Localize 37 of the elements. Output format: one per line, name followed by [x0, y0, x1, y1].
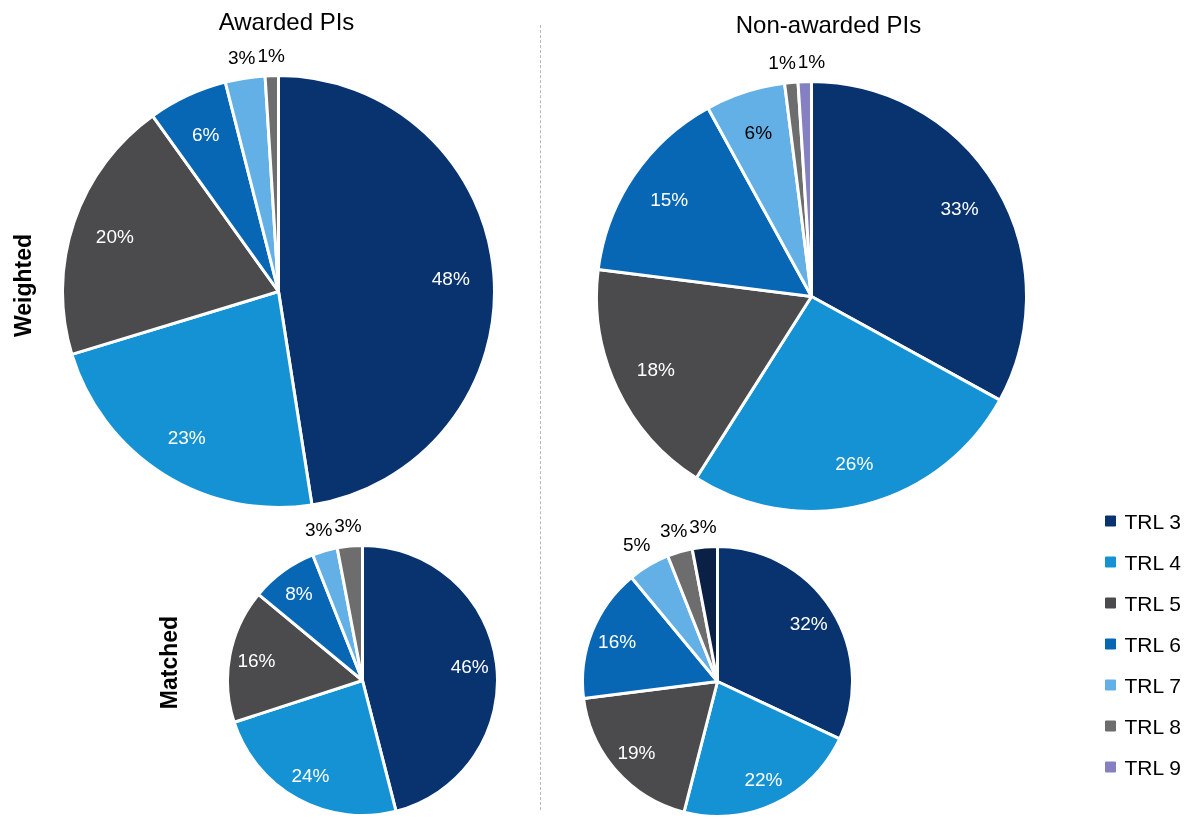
legend-label: TRL 5 — [1124, 591, 1181, 615]
data-label: 15% — [650, 189, 689, 211]
data-label: 48% — [431, 267, 470, 289]
data-label: 24% — [291, 764, 330, 786]
data-label: 23% — [167, 427, 206, 449]
data-label: 3% — [659, 520, 688, 542]
data-label: 1% — [797, 51, 826, 73]
data-label: 32% — [789, 613, 828, 635]
text: Matched — [155, 615, 182, 710]
data-label: 16% — [237, 649, 276, 671]
legend-label: TRL 4 — [1124, 550, 1182, 574]
chart-title: Awarded PIs — [218, 8, 355, 35]
data-label: 6% — [744, 122, 773, 144]
data-label: 22% — [744, 768, 783, 790]
data-label: 20% — [95, 225, 134, 247]
data-label: 3% — [334, 515, 362, 537]
text: Weighted — [9, 233, 36, 338]
data-label: 3% — [304, 519, 333, 541]
legend-label: TRL 3 — [1124, 509, 1181, 533]
legend-label: TRL 6 — [1124, 632, 1181, 656]
data-label: 33% — [940, 198, 979, 220]
data-label: 3% — [689, 516, 717, 538]
data-label: 18% — [636, 359, 675, 381]
data-label: 5% — [623, 534, 651, 556]
data-label: 26% — [835, 452, 874, 474]
data-label: 1% — [768, 51, 796, 73]
legend-label: TRL 8 — [1124, 714, 1181, 738]
data-label: 19% — [617, 742, 656, 764]
data-label: 16% — [598, 631, 637, 653]
data-label: 6% — [191, 124, 220, 146]
data-label: 1% — [257, 45, 285, 67]
data-label: 46% — [450, 656, 489, 678]
data-label: 8% — [285, 582, 313, 604]
chart-title: Non-awarded PIs — [735, 11, 922, 38]
data-label: 3% — [228, 46, 256, 68]
legend-label: TRL 7 — [1124, 673, 1181, 697]
legend-label: TRL 9 — [1124, 755, 1181, 779]
